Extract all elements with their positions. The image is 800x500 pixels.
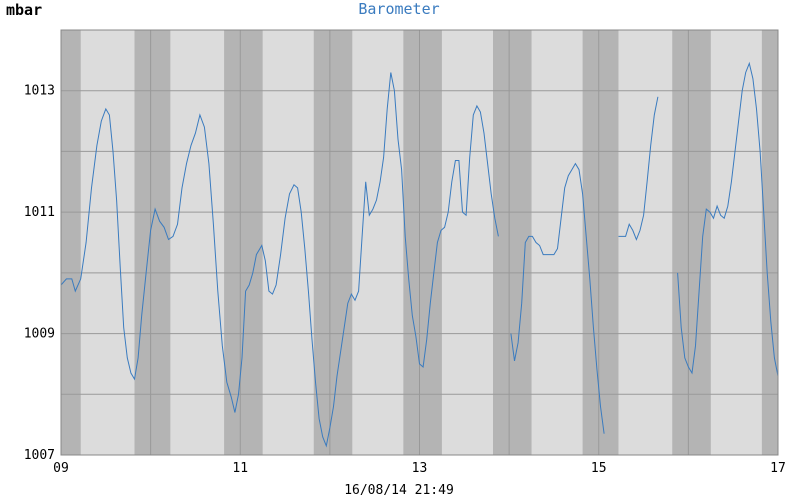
pressure-series [60, 61, 779, 448]
series-line-segment [510, 162, 605, 434]
x-tick-label: 15 [591, 461, 607, 476]
y-tick-label: 1007 [24, 448, 55, 463]
series-line-segment [677, 61, 779, 377]
series-line-segment [60, 72, 499, 448]
plot-frame [60, 29, 779, 456]
grid-lines [61, 30, 778, 455]
plot-area [60, 29, 779, 456]
night-band [672, 30, 711, 455]
y-tick-label: 1011 [24, 205, 55, 220]
night-band [134, 30, 171, 455]
night-band [403, 30, 442, 455]
night-bands [61, 30, 778, 455]
y-tick-label: 1009 [24, 327, 55, 342]
chart-title: Barometer [358, 0, 439, 18]
night-band [761, 30, 778, 455]
night-band [224, 30, 263, 455]
timestamp-footer: 16/08/14 21:49 [344, 483, 454, 498]
x-tick-label: 09 [53, 461, 69, 476]
x-axis-ticks: 09 11 13 15 17 [53, 461, 786, 476]
x-tick-label: 11 [232, 461, 248, 476]
y-axis-ticks: 1007 1009 1011 1013 [24, 84, 55, 463]
x-tick-label: 13 [412, 461, 428, 476]
night-band [61, 30, 81, 455]
x-tick-label: 17 [770, 461, 786, 476]
night-band [582, 30, 619, 455]
series-line-segment [618, 96, 659, 241]
y-tick-label: 1013 [24, 84, 55, 99]
y-unit-label: mbar [6, 1, 42, 19]
night-band [313, 30, 353, 455]
